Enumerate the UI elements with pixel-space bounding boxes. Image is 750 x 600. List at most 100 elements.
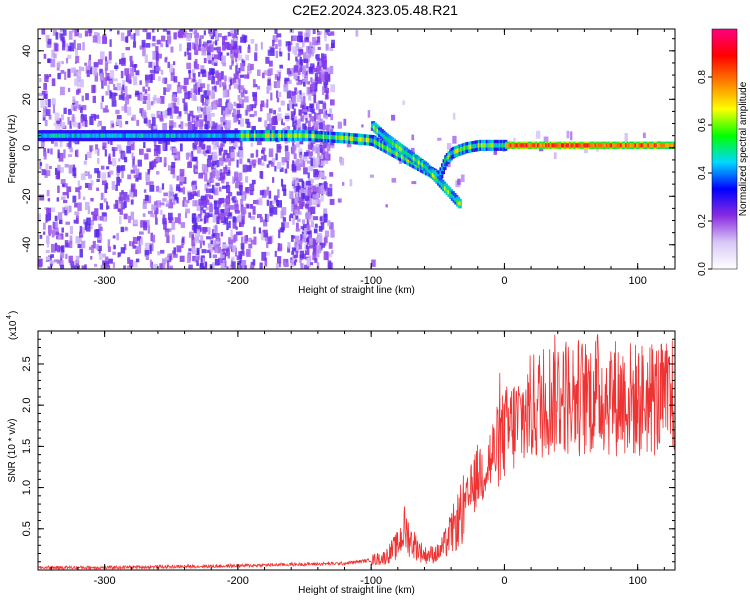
noise-cell [79, 248, 83, 258]
noise-cell [303, 58, 308, 64]
noise-cell [206, 90, 211, 96]
noise-cell [150, 123, 155, 133]
noise-cell [84, 120, 88, 128]
trace-core-cell [188, 133, 192, 138]
noise-cell [243, 35, 246, 44]
noise-cell [138, 172, 142, 180]
noise-cell [263, 229, 268, 238]
noise-cell [329, 108, 333, 114]
noise-cell [194, 32, 199, 38]
noise-cell [147, 224, 151, 234]
noise-cell [143, 142, 146, 149]
noise-cell [284, 145, 289, 152]
trace-core-cell [469, 144, 473, 149]
noise-cell [266, 213, 270, 221]
trace-core-cell [305, 133, 309, 138]
noise-cell [553, 152, 557, 160]
noise-cell [113, 147, 118, 151]
trace-core-cell [379, 131, 383, 136]
trace-core-cell [356, 136, 360, 142]
noise-cell [315, 157, 320, 165]
noise-cell [309, 41, 312, 51]
noise-cell [238, 214, 242, 223]
noise-cell [624, 132, 628, 142]
noise-cell [52, 104, 56, 114]
noise-cell [120, 165, 126, 171]
noise-cell [330, 113, 334, 121]
noise-cell [285, 151, 290, 161]
noise-cell [225, 113, 231, 117]
noise-cell [175, 186, 181, 191]
noise-cell [194, 234, 199, 244]
noise-cell [241, 193, 246, 201]
noise-cell [322, 86, 325, 95]
noise-cell [268, 148, 274, 158]
noise-cell [76, 149, 79, 158]
noise-cell [306, 218, 310, 228]
noise-cell [139, 220, 143, 228]
trace-core-cell [562, 143, 566, 148]
noise-cell [214, 207, 220, 215]
noise-cell [228, 159, 232, 166]
noise-cell [220, 262, 225, 269]
noise-cell [236, 255, 240, 260]
noise-cell [324, 35, 327, 42]
trace-core-cell [332, 135, 336, 140]
noise-cell [137, 236, 141, 241]
noise-cell [196, 82, 200, 89]
noise-cell [233, 38, 238, 44]
noise-cell [195, 215, 200, 223]
noise-cell [86, 69, 90, 77]
noise-cell [300, 263, 304, 269]
noise-cell [277, 189, 280, 198]
noise-cell [140, 94, 145, 102]
noise-cell [149, 181, 154, 185]
noise-cell [72, 167, 77, 177]
noise-cell [206, 158, 212, 168]
noise-cell [328, 32, 331, 36]
noise-cell [54, 112, 60, 121]
noise-cell [155, 157, 160, 162]
noise-cell [79, 79, 84, 88]
noise-cell [535, 130, 541, 139]
noise-cell [236, 109, 241, 117]
trace-core-cell [594, 143, 598, 148]
noise-cell [220, 71, 224, 80]
trace-core-cell [225, 133, 229, 138]
noise-cell [320, 157, 325, 166]
trace-core-cell [503, 143, 507, 148]
noise-cell [102, 260, 105, 267]
trace-core-cell [365, 137, 369, 143]
noise-cell [306, 81, 311, 85]
noise-cell [235, 56, 238, 63]
noise-cell [75, 48, 78, 56]
noise-cell [203, 195, 207, 201]
noise-cell [244, 74, 250, 79]
trace-core-cell [421, 163, 425, 167]
noise-cell [264, 257, 268, 267]
noise-cell [183, 85, 187, 92]
noise-cell [291, 91, 296, 99]
noise-cell [303, 167, 308, 175]
noise-cell [112, 149, 116, 157]
noise-cell [239, 255, 242, 264]
noise-cell [166, 200, 170, 204]
noise-cell [305, 244, 308, 250]
noise-cell [256, 213, 262, 219]
noise-cell [315, 186, 319, 194]
noise-cell [231, 30, 236, 39]
noise-cell [209, 203, 213, 213]
noise-cell [318, 118, 323, 126]
trace-core-cell [658, 143, 662, 148]
noise-cell [149, 69, 155, 74]
noise-cell [178, 111, 182, 117]
noise-cell [196, 44, 200, 50]
trace-core-cell [220, 133, 224, 138]
noise-cell [566, 130, 570, 139]
noise-cell [54, 142, 58, 147]
noise-cell [228, 127, 231, 133]
noise-cell [222, 139, 227, 144]
noise-cell [275, 90, 279, 99]
noise-cell [81, 265, 87, 269]
